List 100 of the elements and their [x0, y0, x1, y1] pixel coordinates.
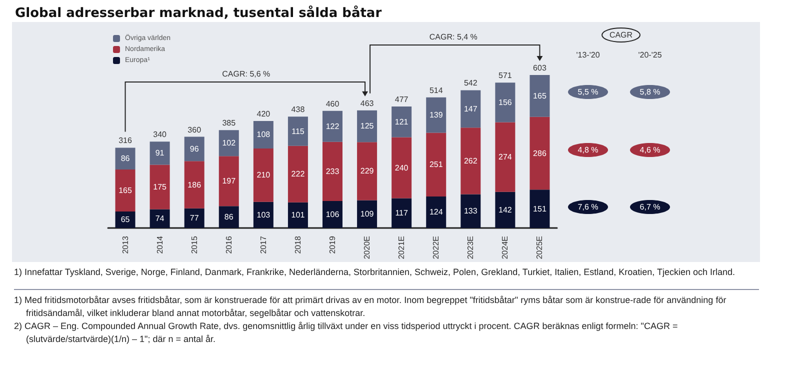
text: 7,6 %	[578, 202, 598, 212]
data-label: 286	[533, 148, 547, 158]
bar	[253, 148, 274, 202]
total-label: 571	[498, 71, 512, 80]
text: 4,6 %	[640, 146, 660, 154]
bar	[460, 194, 481, 228]
bar	[218, 156, 239, 206]
bar	[357, 110, 378, 142]
text: CAGR: 5,4 %	[429, 32, 478, 42]
bar	[530, 75, 550, 117]
data-label: 122	[326, 122, 340, 131]
x-tick-label: 2017	[258, 235, 268, 254]
x-tick-label: 2023E	[466, 236, 476, 260]
bar	[530, 190, 550, 228]
data-label: 165	[118, 186, 132, 196]
text: 1) Med fritidsmotorbåtar avses fritidsbåtar, som är konstruerade för att primärt drivas av en motor. Inom begreppet "fritidsbåtar" ryms båtar som är konstrue-rade för användning för fritidsändamål, vilket inkluderar bland annat motorbåtar, segelbåtar och vattenskotrar.	[14, 294, 728, 320]
data-label: 133	[464, 206, 478, 216]
bar	[426, 196, 446, 228]
total-label: 514	[429, 86, 444, 95]
total-label: 420	[256, 110, 271, 118]
total-label: 360	[188, 125, 202, 134]
data-label: 101	[291, 210, 306, 220]
total-label: 385	[222, 118, 236, 128]
data-label: 210	[256, 170, 271, 180]
bar	[115, 211, 136, 228]
bar	[495, 122, 516, 192]
total-label: 438	[291, 105, 306, 114]
data-label: 240	[394, 163, 409, 172]
x-tick-label: 2021E	[397, 236, 406, 260]
bar	[426, 132, 446, 196]
text: '13-'20	[576, 50, 600, 60]
bar	[322, 201, 342, 228]
text: CAGR	[609, 30, 633, 40]
data-label: 142	[498, 205, 512, 214]
bar	[253, 202, 274, 228]
data-label: 251	[429, 160, 444, 170]
x-tick-label: 2016	[224, 235, 234, 254]
data-label: 117	[395, 208, 408, 218]
x-tick-label: 2025E	[535, 236, 544, 260]
data-label: 186	[188, 180, 202, 190]
bar	[150, 142, 170, 165]
data-label: 103	[256, 210, 271, 220]
data-label: 197	[222, 176, 236, 186]
data-label: 165	[533, 91, 547, 100]
data-label: 175	[153, 182, 168, 192]
data-label: 115	[292, 126, 305, 136]
data-label: 91	[155, 148, 165, 158]
text: 1) Innefattar Tyskland, Sverige, Norge, Finland, Danmark, Frankrike, Nederländerna, Storbritannien, Schweiz, Polen, Grekland, Turkiet, Italien, Estland, Kroatien, Tjeckien och Irland.	[14, 266, 736, 279]
bar	[460, 128, 481, 194]
data-label: 139	[429, 110, 444, 120]
data-label: 151	[533, 204, 547, 214]
x-tick-label: 2015	[190, 235, 199, 254]
bar	[495, 82, 516, 122]
bar	[357, 200, 378, 228]
annotation: CAGR: 5,6 %	[222, 70, 270, 78]
x-tick-label: 2013	[120, 235, 130, 254]
x-tick-label: 2024E	[500, 236, 510, 260]
data-label: 65	[120, 215, 130, 224]
text: '20-'25	[638, 50, 662, 60]
bar	[322, 142, 342, 202]
bar	[150, 209, 170, 228]
total-label: 463	[360, 98, 374, 108]
data-label: 86	[224, 212, 234, 222]
data-label: 121	[394, 117, 409, 126]
data-label: 74	[155, 214, 165, 224]
data-label: 147	[464, 104, 478, 114]
x-tick-label: 2022E	[432, 236, 441, 260]
data-label: 156	[498, 98, 512, 107]
data-label: 229	[360, 166, 374, 176]
x-tick-label: 2020E	[362, 236, 372, 260]
x-tick-label: 2014	[155, 235, 164, 254]
bar	[426, 97, 446, 133]
data-label: 124	[429, 208, 444, 217]
bar	[460, 90, 481, 128]
bar	[253, 121, 274, 148]
total-label: 340	[153, 130, 168, 140]
bar	[184, 208, 204, 228]
text: 2) CAGR – Eng. Compounded Annual Growth Rate, dvs. genomsnittlig årlig tillväxt under en viss tidsperiod uttryckt i procent. CAGR beräknas enligt formeln: "CAGR = (slutvärde/startvärde)(1/n) – 1"; där n = antal år.	[14, 320, 679, 346]
total-label: 603	[533, 64, 547, 72]
bar	[322, 110, 342, 142]
data-label: 125	[360, 122, 374, 131]
data-label: 102	[222, 138, 236, 148]
bar	[530, 116, 550, 190]
data-label: 96	[190, 144, 200, 154]
data-label: 222	[291, 170, 306, 179]
bar	[288, 116, 308, 146]
text: 5,8 %	[640, 88, 660, 96]
text: 6,7 %	[640, 202, 660, 212]
data-label: 109	[360, 210, 374, 219]
bar	[150, 164, 170, 210]
total-label: 542	[464, 78, 478, 88]
data-label: 106	[326, 210, 340, 220]
x-tick-label: 2019	[328, 235, 337, 254]
total-label: 316	[118, 136, 132, 146]
bar	[392, 198, 412, 228]
bar	[115, 170, 136, 212]
text: 5,5 %	[578, 88, 598, 96]
bar	[184, 161, 204, 208]
bar	[392, 106, 412, 138]
data-label: 77	[190, 214, 200, 223]
